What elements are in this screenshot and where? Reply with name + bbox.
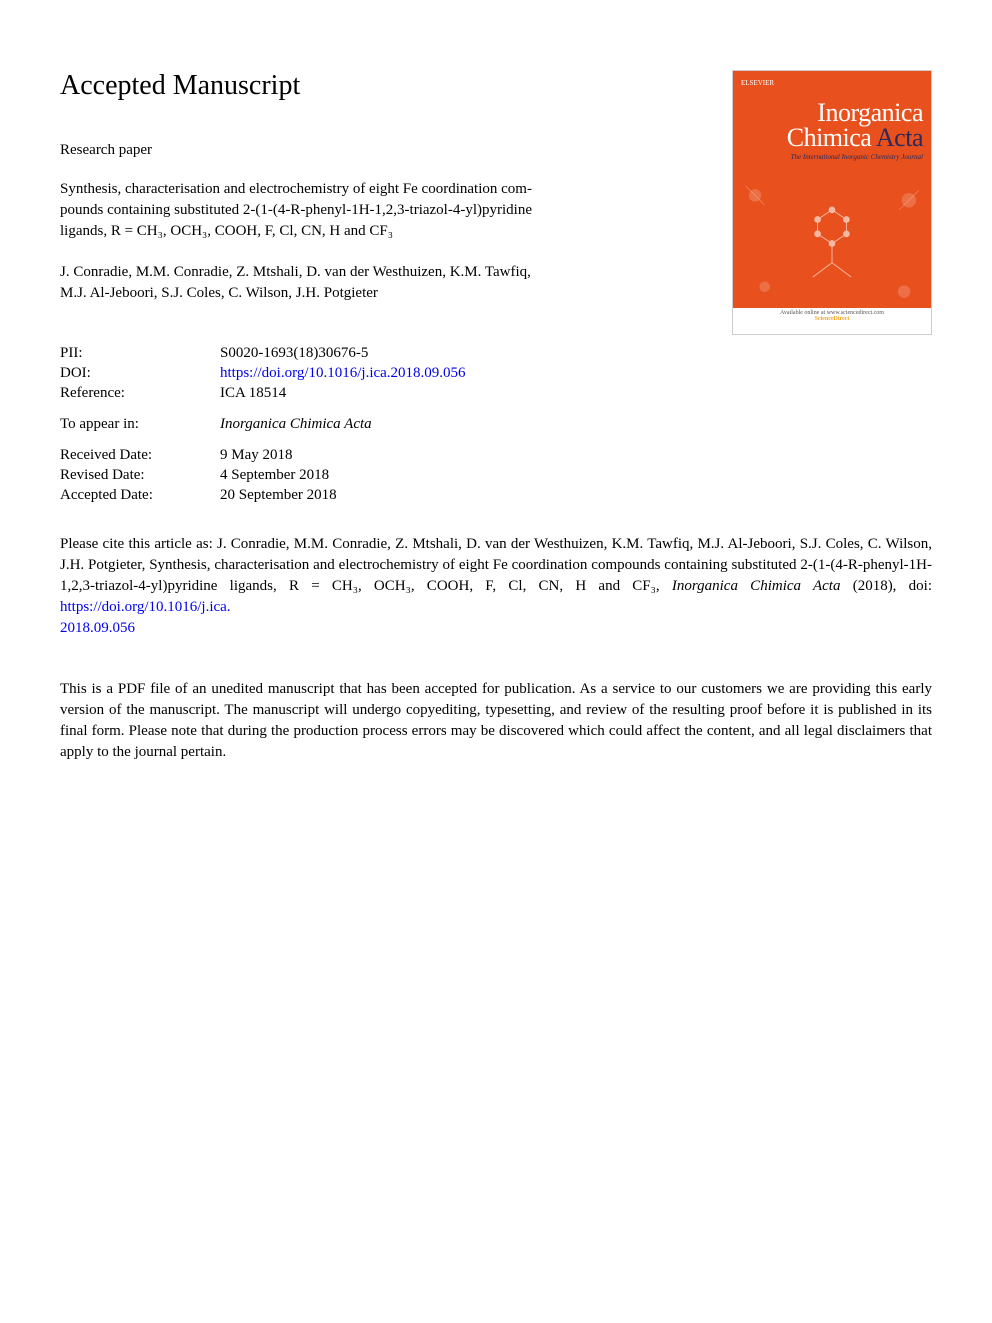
cover-title: Inorganica Chimica Acta bbox=[741, 101, 923, 150]
cover-footer-brand: ScienceDirect bbox=[815, 316, 850, 322]
metadata-table: PII: S0020-1693(18)30676-5 DOI: https://… bbox=[60, 345, 932, 504]
citation-block: Please cite this article as: J. Conradie… bbox=[60, 534, 932, 639]
doi-label: DOI: bbox=[60, 365, 220, 382]
cover-footer: Available online at www.sciencedirect.co… bbox=[733, 308, 931, 334]
article-title-line3: ligands, R = CH₃, OCH₃, COOH, F, Cl, CN,… bbox=[60, 223, 393, 239]
received-value: 9 May 2018 bbox=[220, 447, 293, 464]
meta-row-pii: PII: S0020-1693(18)30676-5 bbox=[60, 345, 932, 362]
citation-journal: Inorganica Chimica Acta bbox=[672, 578, 841, 594]
authors-line2: M.J. Al-Jeboori, S.J. Coles, C. Wilson, … bbox=[60, 285, 378, 301]
accepted-label: Accepted Date: bbox=[60, 487, 220, 504]
reference-value: ICA 18514 bbox=[220, 385, 286, 402]
journal-cover-thumbnail: ELSEVIER Inorganica Chimica Acta The Int… bbox=[732, 70, 932, 335]
citation-doi-p2: 2018.09.056 bbox=[60, 620, 135, 636]
meta-row-doi: DOI: https://doi.org/10.1016/j.ica.2018.… bbox=[60, 365, 932, 382]
cover-title-line2: Chimica bbox=[787, 123, 872, 152]
disclaimer-text: This is a PDF file of an unedited manusc… bbox=[60, 679, 932, 763]
meta-row-reference: Reference: ICA 18514 bbox=[60, 385, 932, 402]
revised-value: 4 September 2018 bbox=[220, 467, 329, 484]
meta-row-accepted: Accepted Date: 20 September 2018 bbox=[60, 487, 932, 504]
citation-year: (2018), doi: bbox=[840, 578, 932, 594]
article-title-line1: Synthesis, characterisation and electroc… bbox=[60, 181, 532, 197]
article-title: Synthesis, characterisation and electroc… bbox=[60, 179, 680, 242]
meta-row-revised: Revised Date: 4 September 2018 bbox=[60, 467, 932, 484]
pii-value: S0020-1693(18)30676-5 bbox=[220, 345, 368, 362]
citation-doi-p1: https://doi.org/10.1016/j.ica. bbox=[60, 599, 231, 615]
reference-label: Reference: bbox=[60, 385, 220, 402]
authors-line1: J. Conradie, M.M. Conradie, Z. Mtshali, … bbox=[60, 264, 531, 280]
appear-label: To appear in: bbox=[60, 416, 220, 433]
paper-type-label: Research paper bbox=[60, 142, 680, 159]
doi-link[interactable]: https://doi.org/10.1016/j.ica.2018.09.05… bbox=[220, 365, 466, 381]
cover-art bbox=[733, 181, 931, 306]
pii-label: PII: bbox=[60, 345, 220, 362]
appear-value: Inorganica Chimica Acta bbox=[220, 416, 372, 433]
cover-title-line3: Acta bbox=[876, 123, 923, 152]
article-title-line2: pounds containing substituted 2-(1-(4-R-… bbox=[60, 202, 532, 218]
citation-doi-link[interactable]: https://doi.org/10.1016/j.ica. 2018.09.05… bbox=[60, 599, 231, 636]
meta-row-received: Received Date: 9 May 2018 bbox=[60, 447, 932, 464]
cover-publisher: ELSEVIER bbox=[741, 79, 923, 87]
received-label: Received Date: bbox=[60, 447, 220, 464]
accepted-value: 20 September 2018 bbox=[220, 487, 337, 504]
revised-label: Revised Date: bbox=[60, 467, 220, 484]
meta-row-appear: To appear in: Inorganica Chimica Acta bbox=[60, 416, 932, 433]
page-title: Accepted Manuscript bbox=[60, 70, 680, 102]
authors: J. Conradie, M.M. Conradie, Z. Mtshali, … bbox=[60, 262, 680, 304]
cover-subtitle: The International Inorganic Chemistry Jo… bbox=[741, 153, 923, 161]
